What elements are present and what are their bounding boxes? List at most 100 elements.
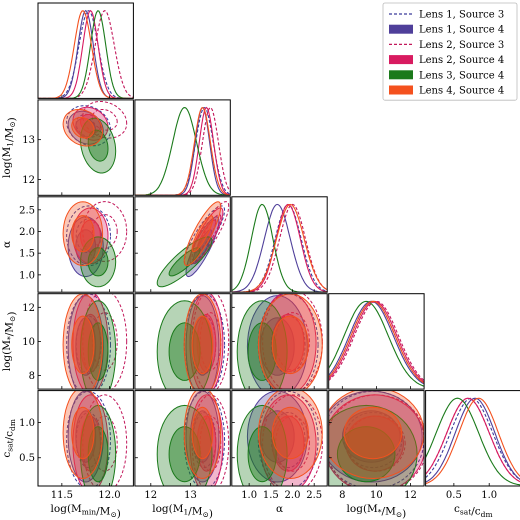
panel-alpha-logMstar xyxy=(231,293,328,390)
panel-logMmin-csat: 11.5 12.0 0.5 1.0 xyxy=(19,390,134,501)
x-tick-label: 12 xyxy=(144,490,157,501)
marginal-lens-1-source-3 xyxy=(231,203,328,293)
contour-lens-2-source-3-level-1 xyxy=(82,201,128,262)
panel-frame xyxy=(231,196,328,293)
y-tick-label: 12 xyxy=(22,303,35,314)
panel-logMmin-logMstar: 8 10 12 xyxy=(22,293,134,390)
contour-lens-2-source-3-level-1 xyxy=(82,101,128,139)
x-tick-label: 11.5 xyxy=(51,490,73,501)
x-axis-label-alpha: α xyxy=(276,503,283,515)
contour-lens-4-source-4-level-2 xyxy=(71,116,95,139)
panel-frame xyxy=(134,99,231,196)
x-axis-label-logMmin: log(Mmin/M⊙) xyxy=(51,503,121,520)
marginal-lens-2-source-3 xyxy=(328,300,425,381)
marginal-lens-2-source-3 xyxy=(425,397,520,483)
panel-logM1-csat: 12 13 xyxy=(134,390,231,501)
marginal-lens-2-source-4 xyxy=(38,9,134,99)
contour-lens-1-source-3-level-1 xyxy=(66,105,112,147)
x-tick-label: 10 xyxy=(370,490,383,501)
y-axis-label-csat: csat/cdm xyxy=(1,419,17,458)
legend-label-lens-4-source-4: Lens 4, Source 4 xyxy=(419,86,504,97)
contour-lens-2-source-4-level-2 xyxy=(345,415,405,472)
contour-lens-3-source-4-level-2 xyxy=(87,247,109,277)
contour-lens-2-source-3-level-2 xyxy=(199,312,222,371)
x-tick-label: 8 xyxy=(339,490,345,501)
contour-lens-1-source-3-level-1 xyxy=(66,205,112,267)
panel-frame xyxy=(37,390,134,487)
panel-logMstar-csat: 8 10 12 xyxy=(328,390,425,501)
x-tick-label: 12.0 xyxy=(98,490,120,501)
contour-lens-4-source-4-level-1 xyxy=(183,201,222,267)
y-tick-label: 12 xyxy=(22,175,35,186)
x-tick-label: 12 xyxy=(404,490,417,501)
contour-lens-1-source-3-level-1 xyxy=(66,390,112,487)
x-tick-label: 0.5 xyxy=(446,490,462,501)
y-tick-label: 10 xyxy=(22,337,35,348)
legend-swatch-lens-1-source-4 xyxy=(389,24,413,34)
panel-alpha-csat: 1.0 1.5 2.0 2.5 xyxy=(231,390,328,501)
x-tick-label: 1.0 xyxy=(241,490,257,501)
panel-csat-csat: 0.5 1.0 xyxy=(425,390,520,501)
panel-logM1-logM1 xyxy=(134,99,231,196)
y-tick-label: 1.0 xyxy=(19,418,35,429)
marginal-lens-3-source-4 xyxy=(425,397,520,486)
x-axis-label-csat: csat/cdm xyxy=(454,503,493,519)
contour-lens-4-source-4-level-2 xyxy=(71,215,95,253)
contour-lens-4-source-4-level-1 xyxy=(328,390,425,480)
legend-label-lens-2-source-3: Lens 2, Source 3 xyxy=(419,40,504,51)
panel-frame xyxy=(37,2,134,99)
x-axis-label-logMstar: log(M*/M⊙) xyxy=(347,503,407,520)
x-tick-label: 2.0 xyxy=(285,490,301,501)
panel-frame xyxy=(425,390,520,487)
legend-label-lens-3-source-4: Lens 3, Source 4 xyxy=(419,70,504,81)
contour-lens-2-source-3-level-1 xyxy=(82,293,128,390)
panel-frame xyxy=(37,99,134,196)
contour-lens-2-source-3-level-2 xyxy=(199,415,222,472)
y-tick-label: 0.5 xyxy=(19,453,35,464)
marginal-lens-3-source-4 xyxy=(231,203,328,293)
contour-lens-2-source-4-level-1 xyxy=(72,207,109,265)
contour-lens-2-source-3-level-1 xyxy=(191,293,230,390)
x-axis-label-logM1: log(M1/M⊙) xyxy=(152,503,213,520)
marginal-lens-3-source-4 xyxy=(328,300,425,387)
contour-lens-3-source-4-level-1 xyxy=(79,117,117,174)
panel-logM1-logMstar xyxy=(134,293,231,390)
panel-logMmin-logMmin xyxy=(37,2,134,99)
contour-lens-3-source-4-level-1 xyxy=(79,236,117,288)
contour-lens-4-source-4-level-2 xyxy=(343,406,403,460)
panel-frame xyxy=(328,293,425,390)
marginal-lens-1-source-3 xyxy=(328,300,425,384)
y-axis-label-logM1: log(M1/M⊙) xyxy=(1,117,18,178)
y-tick-label: 13 xyxy=(22,135,35,146)
contour-lens-1-source-3-level-2 xyxy=(343,411,403,469)
x-tick-label: 13 xyxy=(184,490,197,501)
contour-lens-4-source-4-level-2 xyxy=(271,315,309,375)
legend-swatch-lens-2-source-4 xyxy=(389,55,413,65)
panel-logMstar-logMstar xyxy=(328,293,425,390)
panel-logM1-alpha xyxy=(134,196,231,293)
contour-lens-4-source-4-level-2 xyxy=(71,406,95,460)
contour-lens-1-source-3-level-2 xyxy=(270,315,306,375)
contour-lens-4-source-4-level-1 xyxy=(62,109,104,147)
y-tick-label: 1.5 xyxy=(19,249,35,260)
legend-label-lens-1-source-3: Lens 1, Source 3 xyxy=(419,10,504,21)
x-tick-label: 1.0 xyxy=(481,490,497,501)
marginal-lens-2-source-4 xyxy=(231,203,328,293)
contour-lens-3-source-4-level-1 xyxy=(236,300,288,390)
contour-lens-4-source-4-level-1 xyxy=(62,390,104,480)
legend-label-lens-2-source-4: Lens 2, Source 4 xyxy=(419,55,504,66)
legend-frame xyxy=(382,2,518,101)
marginal-lens-2-source-4 xyxy=(425,397,520,483)
x-tick-label: 2.5 xyxy=(306,490,322,501)
panel-frame xyxy=(134,390,231,487)
contour-lens-4-source-4-level-2 xyxy=(71,315,95,375)
contour-lens-2-source-3-level-1 xyxy=(191,201,230,262)
contour-lens-1-source-4-level-1 xyxy=(246,390,308,483)
marginal-lens-4-source-4 xyxy=(425,397,520,485)
panel-frame xyxy=(37,196,134,293)
legend-swatch-lens-4-source-4 xyxy=(389,85,413,95)
contour-lens-4-source-4-level-1 xyxy=(183,390,222,480)
marginal-lens-1-source-4 xyxy=(328,300,425,385)
